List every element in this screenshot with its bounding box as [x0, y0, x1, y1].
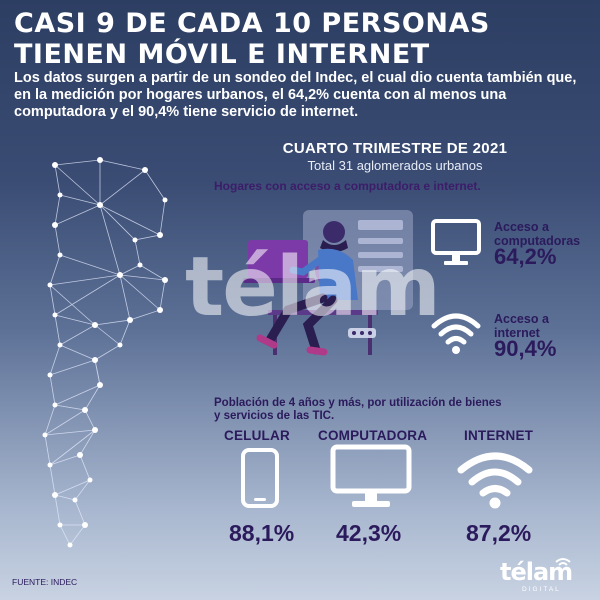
- person-leg: [265, 293, 328, 345]
- person-head: [323, 221, 345, 243]
- headline-line-2: TIENEN MÓVIL E INTERNET: [14, 39, 430, 70]
- category-label-internet: INTERNET: [464, 428, 534, 443]
- argentina-map-illustration: [42, 157, 168, 548]
- population-heading: Población de 4 años y más, por utilizaci…: [214, 397, 502, 422]
- mobile-phone-icon: [241, 448, 279, 508]
- computadora-value: 42,3%: [336, 520, 402, 546]
- person-at-desk-illustration: [243, 210, 413, 356]
- monitor-icon-large: [330, 444, 412, 507]
- period-title: CUARTO TRIMESTRE DE 2021: [282, 140, 508, 157]
- internet-value: 87,2%: [466, 520, 532, 546]
- monitor-icon: [431, 219, 481, 265]
- celular-value: 88,1%: [229, 520, 295, 546]
- period-header: CUARTO TRIMESTRE DE 2021 Total 31 aglome…: [230, 140, 560, 173]
- category-label-computadora: COMPUTADORA: [318, 428, 428, 443]
- wifi-icon-large: [457, 452, 533, 509]
- logo-sub: DIGITAL: [522, 586, 561, 593]
- computers-access-value: 64,2%: [494, 244, 557, 269]
- telam-watermark: télam: [185, 240, 441, 335]
- headline-line-1: CASI 9 DE CADA 10 PERSONAS: [14, 8, 490, 39]
- person-torso: [318, 248, 358, 300]
- source-note: FUENTE: INDEC: [12, 577, 78, 587]
- households-heading: Hogares con acceso a computadora e inter…: [214, 179, 481, 193]
- map-network: [44, 159, 166, 546]
- internet-access-value: 90,4%: [494, 336, 557, 361]
- signal-icon: [555, 558, 571, 566]
- internet-access-label: Acceso a internet: [494, 312, 549, 340]
- headline: CASI 9 DE CADA 10 PERSONAS TIENEN MÓVIL …: [14, 8, 594, 70]
- wifi-icon: [431, 313, 481, 354]
- lead-paragraph: Los datos surgen a partir de un sondeo d…: [14, 70, 577, 120]
- computers-access-label: Acceso a computadoras: [494, 220, 581, 248]
- telam-logo: télam DIGITAL: [500, 556, 580, 596]
- period-subtitle: Total 31 aglomerados urbanos: [307, 158, 483, 173]
- map-nodes: [42, 157, 168, 548]
- laptop-base: [243, 278, 315, 283]
- category-label-celular: CELULAR: [224, 428, 290, 443]
